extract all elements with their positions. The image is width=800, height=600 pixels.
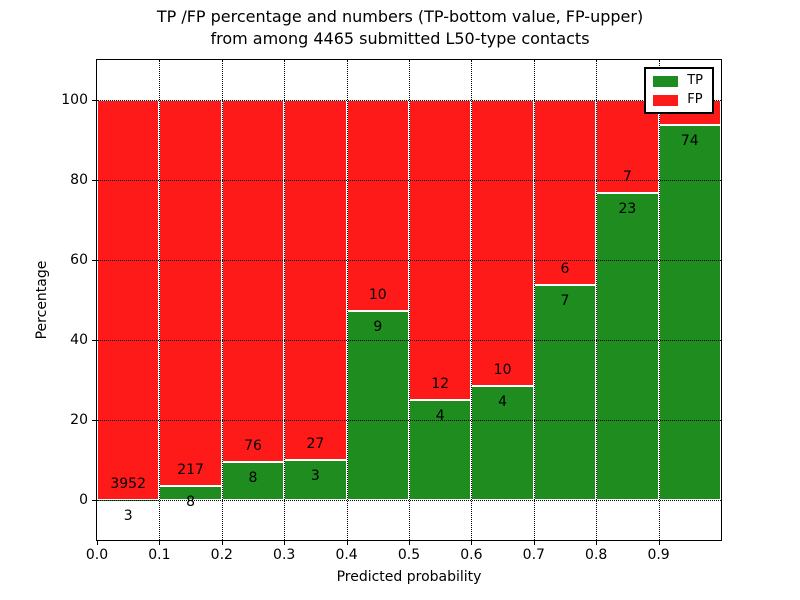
- bar-fp-segment: [97, 100, 160, 500]
- bar-fp-segment: [159, 100, 222, 486]
- x-tick-label: 0.6: [460, 547, 483, 563]
- gridline-vertical: [658, 60, 660, 540]
- x-tick-label: 0.7: [522, 547, 545, 563]
- x-tick-label: 0.2: [210, 547, 233, 563]
- gridline-horizontal: [97, 340, 721, 341]
- legend-label-fp: FP: [687, 92, 703, 107]
- bar-fp-count-label: 217: [177, 461, 204, 478]
- x-tick-label: 0.8: [585, 547, 608, 563]
- bar-tp-segment: [346, 310, 409, 500]
- x-tick-mark: [97, 541, 98, 545]
- gridline-horizontal: [97, 180, 721, 181]
- gridline-horizontal: [97, 100, 721, 101]
- gridline-vertical: [346, 60, 348, 540]
- x-tick-mark: [346, 541, 348, 545]
- x-tick-label: 0.4: [335, 547, 358, 563]
- bar-fp-count-label: 12: [431, 376, 450, 392]
- legend-item-tp: TP: [653, 74, 703, 88]
- x-tick-mark: [159, 541, 161, 545]
- x-tick-mark: [596, 541, 598, 545]
- bar-fp-count-label: 10: [493, 361, 512, 378]
- bar-fp-count-label: 3952: [110, 475, 147, 492]
- y-tick-label: 0: [79, 492, 88, 508]
- chart-title: TP /FP percentage and numbers (TP-bottom…: [0, 6, 800, 50]
- bar-tp-count-label: 74: [680, 133, 699, 150]
- bar-tp-segment: [409, 400, 472, 500]
- y-tick-mark: [92, 500, 96, 501]
- y-tick-label: 20: [70, 412, 88, 428]
- x-tick-mark: [221, 541, 223, 545]
- y-tick-mark: [92, 100, 96, 101]
- bar-fp-segment: [533, 100, 597, 285]
- bar-tp-segment: [221, 461, 285, 500]
- bar-fp-segment: [471, 100, 534, 386]
- y-tick-label: 100: [61, 92, 88, 108]
- x-tick-label: 0.0: [85, 547, 109, 563]
- legend-item-fp: FP: [653, 93, 703, 107]
- y-tick-mark: [92, 180, 96, 181]
- gridline-vertical: [221, 60, 223, 540]
- gridline-vertical: [159, 60, 161, 540]
- gridline-vertical: [284, 60, 286, 540]
- tp-swatch-icon: [653, 75, 679, 87]
- plot-area: TP FP 39523217876827310912410467723574: [96, 59, 722, 541]
- bar-fp-segment: [346, 100, 409, 311]
- x-tick-mark: [533, 541, 535, 545]
- y-tick-label: 40: [70, 332, 88, 348]
- bar-tp-count-label: 9: [373, 318, 383, 335]
- fp-swatch-icon: [653, 94, 679, 106]
- bar-tp-segment: [596, 193, 659, 500]
- bar-fp-count-label: 76: [244, 437, 262, 454]
- x-tick-label: 0.9: [647, 547, 670, 563]
- y-tick-label: 80: [70, 172, 88, 188]
- bar-fp-count-label: 27: [306, 436, 325, 452]
- y-tick-mark: [92, 420, 96, 421]
- bar-tp-count-label: 3: [310, 468, 320, 484]
- gridline-vertical: [596, 60, 598, 540]
- bar-tp-segment: [533, 284, 597, 500]
- y-tick-mark: [92, 340, 96, 341]
- gridline-horizontal: [97, 420, 721, 421]
- gridline-horizontal: [97, 500, 721, 501]
- bar-tp-count-label: 3: [123, 507, 133, 524]
- bar-fp-segment: [284, 100, 347, 460]
- gridline-vertical: [471, 60, 473, 540]
- x-tick-mark: [409, 541, 410, 545]
- bar-tp-count-label: 23: [618, 201, 637, 218]
- chart-title-line2: from among 4465 submitted L50-type conta…: [210, 29, 590, 48]
- x-tick-label: 0.3: [273, 547, 296, 563]
- y-tick-mark: [92, 260, 96, 261]
- bar-tp-count-label: 7: [560, 292, 570, 309]
- legend: TP FP: [644, 67, 714, 114]
- bar-fp-count-label: 7: [622, 169, 632, 186]
- gridline-vertical: [533, 60, 535, 540]
- x-tick-mark: [658, 541, 660, 545]
- bar-fp-count-label: 10: [368, 286, 387, 303]
- y-tick-label: 60: [70, 252, 88, 268]
- gridline-horizontal: [97, 260, 721, 261]
- x-tick-label: 0.5: [397, 547, 421, 563]
- bar-tp-segment: [284, 460, 347, 500]
- bar-fp-segment: [409, 100, 472, 400]
- bar-tp-count-label: 4: [435, 408, 445, 424]
- bar-tp-segment: [658, 125, 721, 500]
- bar-tp-segment: [471, 385, 534, 500]
- bar-fp-count-label: 6: [560, 260, 570, 277]
- x-axis-label: Predicted probability: [336, 569, 482, 585]
- x-tick-mark: [471, 541, 473, 545]
- bar-tp-count-label: 8: [186, 493, 196, 510]
- legend-label-tp: TP: [687, 73, 703, 88]
- x-tick-label: 0.1: [148, 547, 171, 563]
- bar-tp-count-label: 8: [248, 469, 258, 486]
- x-tick-mark: [284, 541, 286, 545]
- y-axis-label: Percentage: [34, 260, 50, 340]
- bar-tp-count-label: 4: [498, 393, 508, 410]
- chart-title-line1: TP /FP percentage and numbers (TP-bottom…: [156, 7, 644, 26]
- bar-fp-segment: [221, 100, 285, 462]
- gridline-vertical: [409, 60, 410, 540]
